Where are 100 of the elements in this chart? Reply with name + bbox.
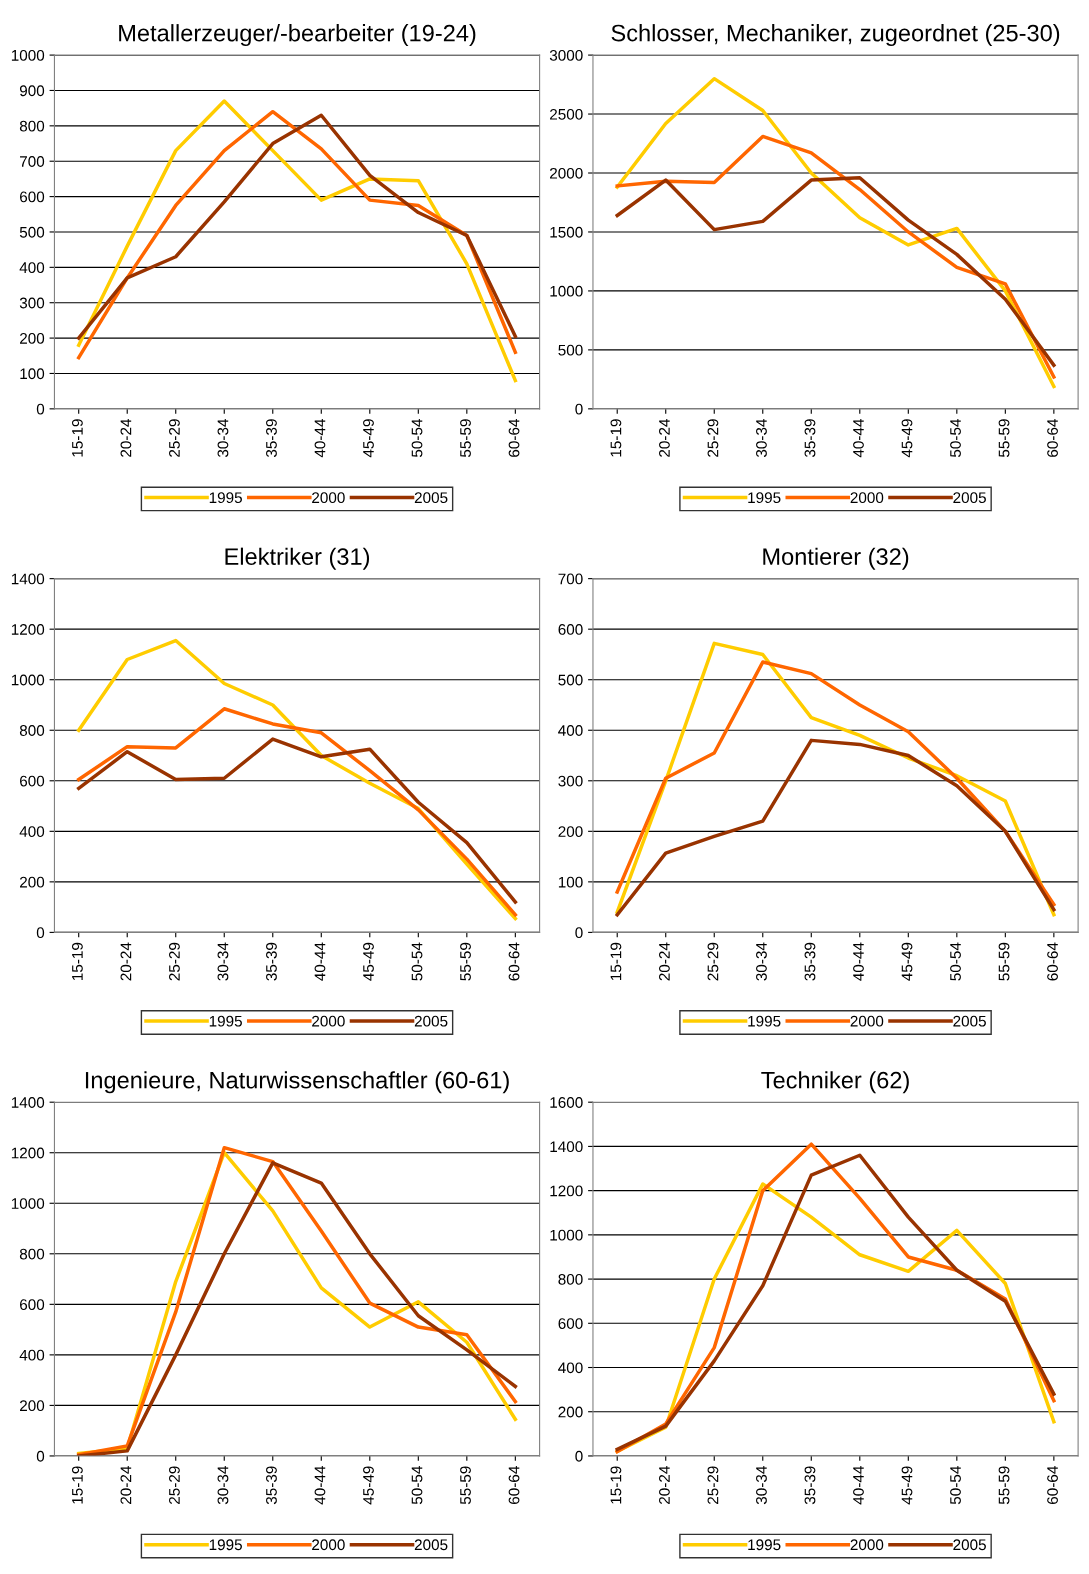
x-tick-label: 20-24	[659, 942, 670, 981]
x-tick-label: 50-54	[411, 1466, 423, 1505]
y-tick-label: 600	[558, 1318, 583, 1329]
y-tick-label: 300	[19, 297, 45, 309]
x-tick-label: 20-24	[120, 419, 132, 457]
y-tick-label: 500	[19, 226, 45, 238]
x-tick-label: 55-59	[998, 1466, 1010, 1505]
y-tick-label: 800	[19, 1248, 45, 1260]
y-tick-label: 1000	[550, 285, 583, 297]
legend-label: 1995	[209, 492, 242, 504]
y-tick-label: 200	[20, 332, 45, 344]
y-tick-label: 500	[558, 344, 583, 356]
y-tick-label: 3000	[549, 49, 583, 61]
x-tick-label: 15-19	[71, 1466, 83, 1504]
x-tick-label: 55-59	[460, 419, 471, 458]
y-tick-label: 1400	[11, 573, 45, 585]
x-tick-label: 15-19	[610, 942, 622, 981]
x-tick-label: 20-24	[659, 419, 670, 457]
x-tick-label: 60-64	[1047, 419, 1058, 457]
chart-title: Schlosser, Mechaniker, zugeordnet (25-30)	[611, 24, 1060, 47]
y-tick-label: 400	[19, 1349, 45, 1361]
x-tick-label: 30-34	[756, 942, 767, 981]
x-tick-label: 25-29	[169, 1466, 180, 1504]
legend-label: 1995	[748, 492, 781, 504]
x-tick-label: 30-34	[756, 419, 767, 458]
y-tick-label: 0	[575, 403, 583, 415]
x-tick-label: 55-59	[998, 419, 1010, 458]
x-tick-label: 55-59	[460, 1466, 471, 1505]
y-tick-label: 600	[20, 191, 45, 203]
y-tick-label: 1200	[550, 1185, 583, 1197]
legend-label: 2005	[953, 1539, 986, 1551]
x-tick-label: 35-39	[266, 419, 277, 458]
chart-title: Elektriker (31)	[225, 547, 370, 570]
y-tick-label: 1000	[11, 674, 45, 686]
y-tick-label: 200	[20, 1400, 45, 1412]
y-tick-label: 1000	[11, 1198, 45, 1209]
x-tick-label: 55-59	[460, 942, 471, 981]
y-tick-label: 400	[558, 1362, 583, 1374]
legend-label: 2000	[850, 492, 884, 504]
legend-label: 2000	[850, 1015, 884, 1027]
x-tick-label: 35-39	[266, 1466, 277, 1505]
y-tick-label: 0	[36, 403, 45, 415]
x-tick-label: 15-19	[610, 419, 622, 457]
y-tick-label: 1400	[550, 1141, 583, 1153]
x-tick-label: 25-29	[707, 419, 719, 457]
x-tick-label: 35-39	[804, 942, 816, 981]
y-tick-label: 700	[558, 573, 583, 585]
x-tick-label: 40-44	[853, 419, 864, 458]
x-tick-label: 45-49	[901, 419, 913, 458]
line-series	[615, 738, 1056, 917]
y-tick-label: 0	[575, 1450, 583, 1462]
x-tick-label: 40-44	[853, 1466, 864, 1505]
line-series	[76, 707, 518, 917]
x-tick-label: 15-19	[610, 1466, 622, 1504]
y-tick-label: 0	[36, 927, 45, 939]
legend-label: 1995	[209, 1015, 242, 1027]
line-series	[615, 175, 1056, 367]
y-tick-label: 900	[19, 85, 45, 97]
x-tick-label: 15-19	[71, 419, 83, 457]
x-tick-label: 30-34	[217, 419, 229, 458]
x-tick-label: 40-44	[314, 1466, 326, 1505]
x-tick-label: 35-39	[804, 1466, 816, 1505]
x-tick-label: 45-49	[901, 942, 913, 981]
chart-title: Metallerzeuger/-bearbeiter (19-24)	[119, 24, 476, 47]
legend-label: 2000	[312, 492, 345, 504]
x-tick-label: 60-64	[508, 942, 520, 981]
y-tick-label: 200	[558, 1406, 583, 1418]
x-tick-label: 45-49	[363, 1466, 374, 1505]
y-tick-label: 100	[20, 368, 45, 380]
line-series	[615, 76, 1056, 389]
x-tick-label: 45-49	[363, 942, 374, 981]
y-tick-label: 300	[558, 775, 583, 787]
x-tick-label: 35-39	[804, 419, 816, 458]
x-tick-label: 30-34	[217, 942, 229, 981]
legend-label: 2005	[414, 1015, 448, 1027]
y-tick-label: 400	[19, 826, 45, 838]
y-tick-label: 1000	[550, 1229, 583, 1241]
y-tick-label: 1200	[11, 624, 45, 635]
x-tick-label: 25-29	[707, 942, 719, 981]
y-tick-label: 800	[19, 120, 45, 132]
y-tick-label: 400	[558, 725, 583, 736]
x-tick-label: 45-49	[901, 1466, 913, 1505]
x-tick-label: 25-29	[707, 1466, 719, 1504]
legend-label: 1995	[748, 1539, 781, 1551]
legend-label: 2000	[312, 1539, 345, 1551]
y-tick-label: 500	[558, 674, 583, 686]
x-tick-label: 40-44	[314, 419, 326, 458]
y-tick-label: 2500	[550, 108, 583, 120]
legend-label: 2005	[953, 492, 986, 504]
line-series	[615, 134, 1056, 379]
legend-label: 2005	[414, 1539, 448, 1551]
chart-title: Techniker (62)	[761, 1071, 909, 1094]
y-tick-label: 1400	[11, 1097, 45, 1108]
y-tick-label: 600	[20, 1299, 45, 1311]
x-tick-label: 50-54	[411, 419, 423, 458]
y-tick-label: 1200	[11, 1147, 45, 1159]
x-tick-label: 50-54	[950, 942, 961, 981]
x-tick-label: 35-39	[266, 942, 277, 981]
x-tick-label: 20-24	[659, 1466, 670, 1504]
legend-label: 1995	[209, 1539, 242, 1551]
